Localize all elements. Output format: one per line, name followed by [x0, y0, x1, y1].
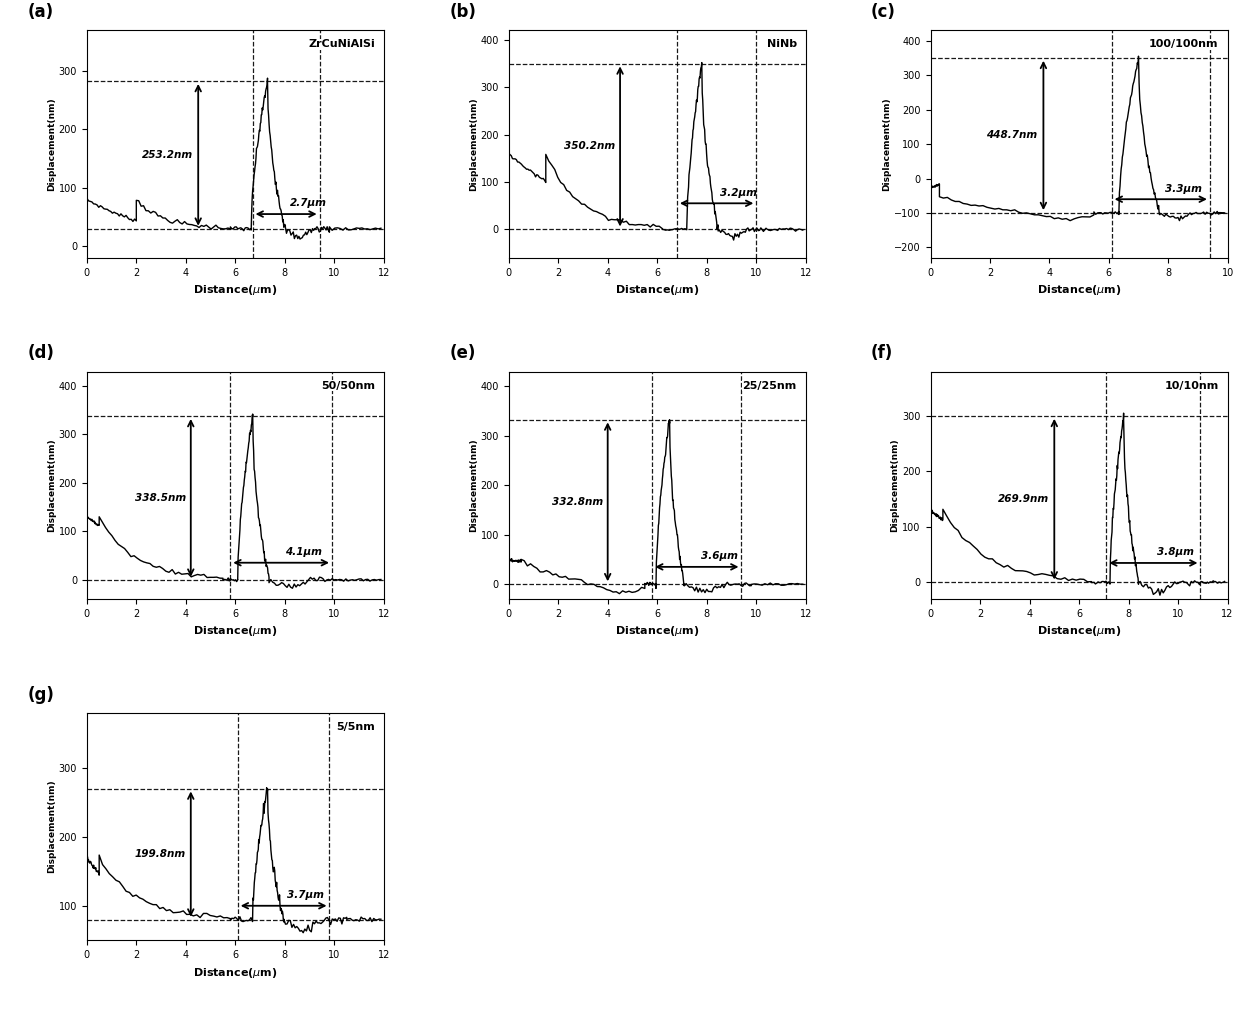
- Text: (e): (e): [449, 345, 476, 362]
- Text: 253.2nm: 253.2nm: [143, 150, 193, 160]
- Text: NiNb: NiNb: [766, 39, 797, 50]
- Text: (g): (g): [27, 685, 55, 704]
- Text: 2.7μm: 2.7μm: [290, 198, 326, 208]
- Text: ZrCuNiAlSi: ZrCuNiAlSi: [309, 39, 374, 50]
- Text: (f): (f): [872, 345, 893, 362]
- Text: 338.5nm: 338.5nm: [135, 493, 186, 502]
- Y-axis label: Displacement(nm): Displacement(nm): [47, 439, 56, 532]
- X-axis label: Distance($\mu$m): Distance($\mu$m): [193, 625, 278, 638]
- X-axis label: Distance($\mu$m): Distance($\mu$m): [193, 966, 278, 980]
- Text: 448.7nm: 448.7nm: [986, 130, 1038, 141]
- Text: 3.3μm: 3.3μm: [1166, 184, 1202, 193]
- X-axis label: Distance($\mu$m): Distance($\mu$m): [1037, 625, 1121, 638]
- X-axis label: Distance($\mu$m): Distance($\mu$m): [615, 625, 699, 638]
- Text: 3.6μm: 3.6μm: [701, 551, 738, 561]
- Y-axis label: Displacement(nm): Displacement(nm): [469, 97, 477, 191]
- Y-axis label: Displacement(nm): Displacement(nm): [47, 97, 56, 191]
- Text: 25/25nm: 25/25nm: [743, 380, 797, 390]
- X-axis label: Distance($\mu$m): Distance($\mu$m): [615, 283, 699, 297]
- Text: 332.8nm: 332.8nm: [552, 496, 603, 507]
- Y-axis label: Displacement(nm): Displacement(nm): [469, 439, 477, 532]
- X-axis label: Distance($\mu$m): Distance($\mu$m): [1037, 283, 1121, 297]
- Text: 3.8μm: 3.8μm: [1157, 547, 1194, 557]
- Y-axis label: Displacement(nm): Displacement(nm): [883, 97, 892, 191]
- Text: 5/5nm: 5/5nm: [336, 722, 374, 732]
- Text: (b): (b): [449, 3, 476, 21]
- Text: 269.9nm: 269.9nm: [998, 494, 1049, 504]
- Text: (d): (d): [27, 345, 55, 362]
- Text: (c): (c): [872, 3, 897, 21]
- Text: 100/100nm: 100/100nm: [1149, 39, 1219, 50]
- Y-axis label: Displacement(nm): Displacement(nm): [47, 779, 56, 874]
- Text: 199.8nm: 199.8nm: [135, 849, 186, 859]
- Text: 3.2μm: 3.2μm: [720, 188, 758, 197]
- Text: 10/10nm: 10/10nm: [1164, 380, 1219, 390]
- Y-axis label: Displacement(nm): Displacement(nm): [890, 439, 899, 532]
- Text: 4.1μm: 4.1μm: [285, 547, 321, 557]
- Text: 50/50nm: 50/50nm: [321, 380, 374, 390]
- Text: (a): (a): [27, 3, 53, 21]
- Text: 350.2nm: 350.2nm: [564, 142, 615, 152]
- Text: 3.7μm: 3.7μm: [288, 890, 324, 900]
- X-axis label: Distance($\mu$m): Distance($\mu$m): [193, 283, 278, 297]
